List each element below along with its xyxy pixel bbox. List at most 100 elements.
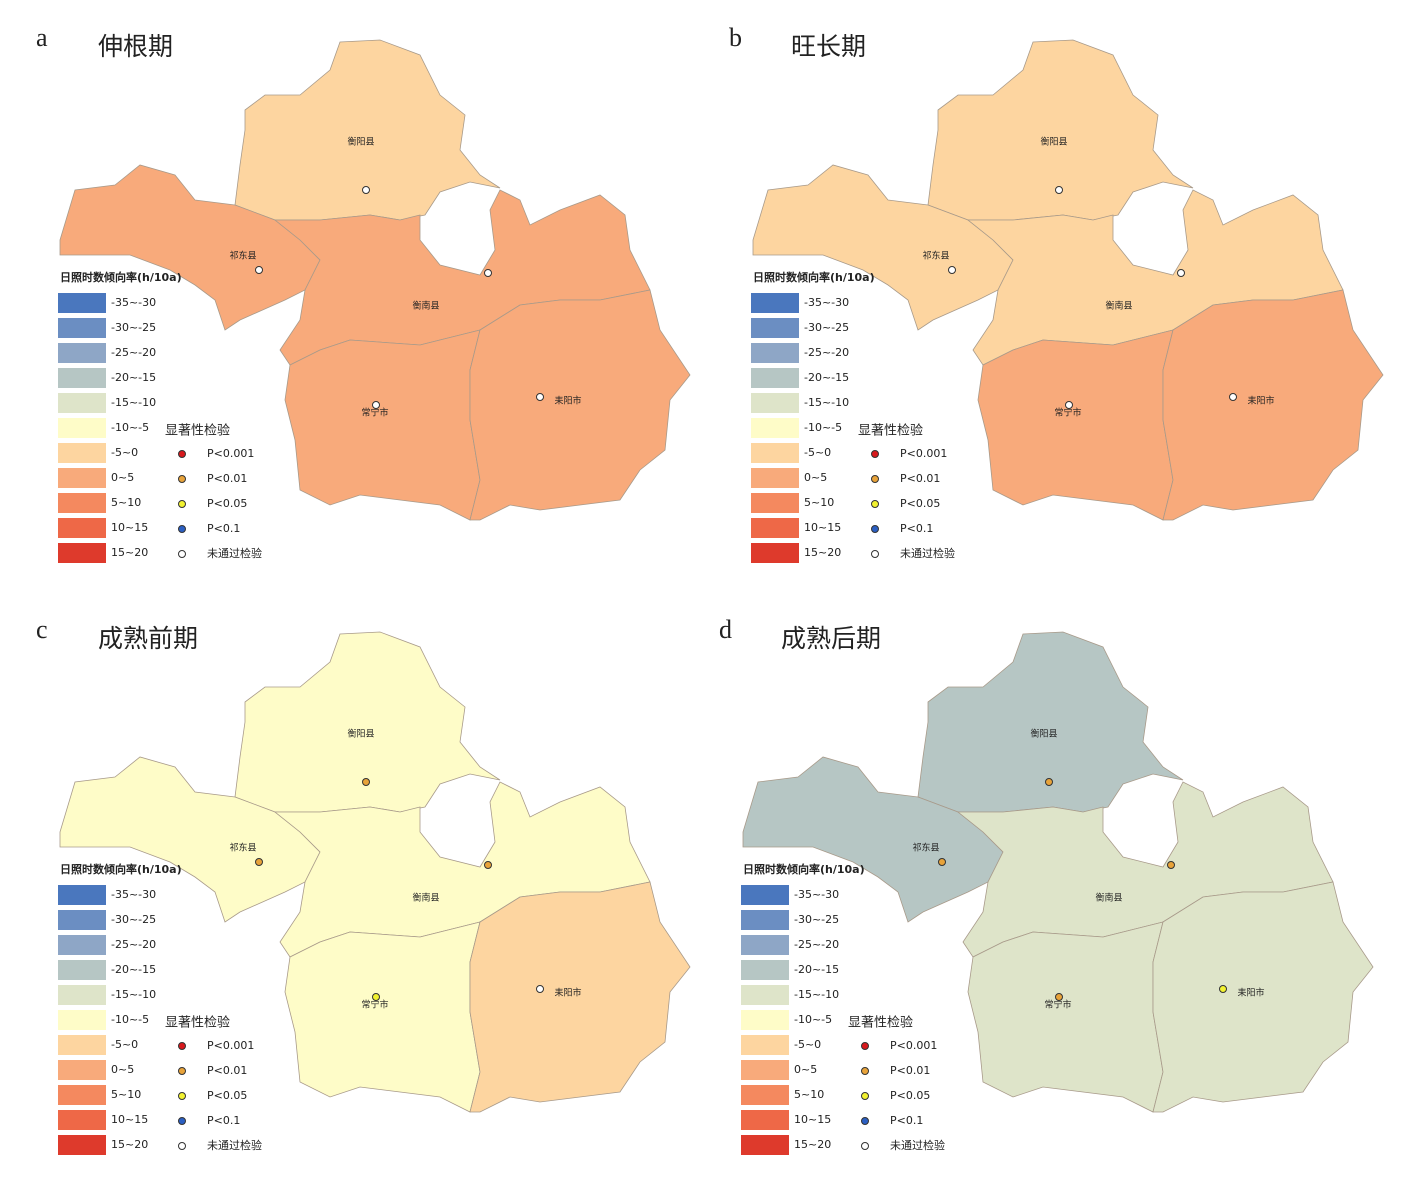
significance-dot <box>178 1042 186 1050</box>
significance-dot <box>178 1092 186 1100</box>
legend-swatch <box>58 885 106 905</box>
legend-swatch <box>741 1085 789 1105</box>
significance-dot <box>861 1042 869 1050</box>
significance-label: P<0.1 <box>207 522 240 535</box>
legend-swatch <box>58 960 106 980</box>
legend-swatch <box>58 393 106 413</box>
legend-label: 15~20 <box>111 1138 148 1151</box>
significance-label: P<0.01 <box>890 1064 930 1077</box>
legend-label: -10~-5 <box>794 1013 832 1026</box>
significance-label: P<0.001 <box>207 447 254 460</box>
region-label: 衡阳县 <box>347 728 374 740</box>
panel-letter: d <box>719 615 732 644</box>
legend-swatch <box>58 518 106 538</box>
legend-swatch <box>751 468 799 488</box>
legend-label: -25~-20 <box>804 346 849 359</box>
legend-swatch <box>751 368 799 388</box>
region <box>956 781 1334 958</box>
legend-label: 10~15 <box>804 521 841 534</box>
legend-label: -35~-30 <box>804 296 849 309</box>
station <box>255 858 263 866</box>
region <box>469 289 691 521</box>
significance-title: 显著性检验 <box>165 1015 230 1031</box>
legend-swatch <box>58 1010 106 1030</box>
legend-swatch <box>741 885 789 905</box>
legend-swatch <box>58 343 106 363</box>
significance-label: 未通过检验 <box>890 1138 945 1152</box>
significance-label: P<0.1 <box>890 1114 923 1127</box>
legend-swatch <box>58 985 106 1005</box>
significance-dot <box>178 1067 186 1075</box>
legend-swatch <box>751 518 799 538</box>
legend-label: -35~-30 <box>794 888 839 901</box>
region-label: 常宁市 <box>1054 407 1081 419</box>
region-label: 衡南县 <box>412 300 439 312</box>
legend-label: 10~15 <box>111 521 148 534</box>
station <box>1055 993 1063 1001</box>
region-label: 衡阳县 <box>347 136 374 148</box>
region-label: 衡阳县 <box>1040 136 1067 148</box>
legend-label: 5~10 <box>804 496 834 509</box>
legend-label: -20~-15 <box>794 963 839 976</box>
significance-label: P<0.01 <box>900 472 940 485</box>
legend-label: -10~-5 <box>111 1013 149 1026</box>
region <box>273 781 651 958</box>
significance-label: P<0.001 <box>900 447 947 460</box>
region <box>977 329 1174 521</box>
legend-swatch <box>751 418 799 438</box>
legend-swatch <box>741 960 789 980</box>
significance-label: P<0.01 <box>207 1064 247 1077</box>
significance-label: P<0.05 <box>207 497 247 510</box>
region <box>1162 289 1384 521</box>
significance-label: P<0.1 <box>207 1114 240 1127</box>
legend-swatch <box>751 293 799 313</box>
legend-swatch <box>58 293 106 313</box>
station <box>255 266 263 274</box>
legend-swatch <box>58 493 106 513</box>
region-label: 祁东县 <box>229 250 256 262</box>
legend-label: -15~-10 <box>794 988 839 1001</box>
legend-swatch <box>58 368 106 388</box>
legend-label: 10~15 <box>794 1113 831 1126</box>
legend-swatch <box>741 1060 789 1080</box>
legend-swatch <box>58 1110 106 1130</box>
legend-label: 0~5 <box>794 1063 817 1076</box>
legend-swatch <box>751 543 799 563</box>
legend-label: -5~0 <box>111 1038 138 1051</box>
panel-letter: a <box>36 23 48 52</box>
legend-label: 0~5 <box>111 471 134 484</box>
significance-label: P<0.001 <box>207 1039 254 1052</box>
legend-swatch <box>58 443 106 463</box>
legend-label: -30~-25 <box>111 913 156 926</box>
panel-letter: b <box>729 23 742 52</box>
panel-letter: c <box>36 615 48 644</box>
panel-title: 成熟后期 <box>781 624 881 653</box>
legend-swatch <box>58 1035 106 1055</box>
legend-swatch <box>741 910 789 930</box>
station <box>938 858 946 866</box>
legend-label: 5~10 <box>111 1088 141 1101</box>
region <box>1152 881 1374 1113</box>
region <box>469 881 691 1113</box>
legend-swatch <box>58 1085 106 1105</box>
significance-dot <box>871 500 879 508</box>
legend-label: -15~-10 <box>804 396 849 409</box>
station <box>1055 186 1063 194</box>
significance-dot <box>861 1092 869 1100</box>
significance-dot <box>178 550 186 558</box>
legend-label: 5~10 <box>111 496 141 509</box>
legend-label: -25~-20 <box>111 938 156 951</box>
legend-label: 10~15 <box>111 1113 148 1126</box>
region-label: 衡南县 <box>412 892 439 904</box>
significance-dot <box>178 475 186 483</box>
region <box>967 921 1164 1113</box>
region <box>284 329 481 521</box>
panel-title: 旺长期 <box>791 32 866 61</box>
station <box>362 186 370 194</box>
legend-label: -20~-15 <box>804 371 849 384</box>
region-label: 耒阳市 <box>1237 987 1264 999</box>
